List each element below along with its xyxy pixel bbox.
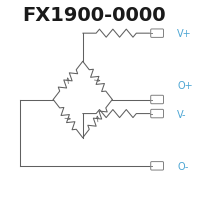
FancyBboxPatch shape xyxy=(151,96,164,104)
Text: O+: O+ xyxy=(177,81,193,91)
FancyBboxPatch shape xyxy=(151,162,164,170)
Text: V-: V- xyxy=(177,109,187,119)
Text: FX1900-0000: FX1900-0000 xyxy=(23,6,166,25)
Text: V+: V+ xyxy=(177,29,192,39)
Text: O-: O- xyxy=(177,161,189,171)
FancyBboxPatch shape xyxy=(151,110,164,118)
FancyBboxPatch shape xyxy=(151,30,164,38)
